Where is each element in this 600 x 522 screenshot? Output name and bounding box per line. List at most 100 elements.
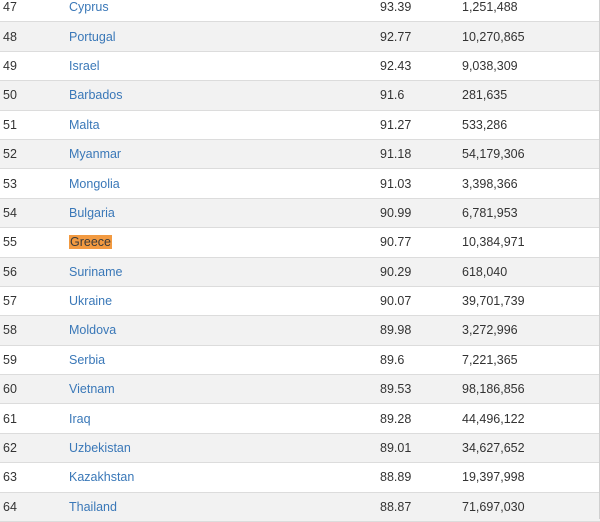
rank-cell: 59 — [3, 352, 17, 367]
country-link[interactable]: Bulgaria — [69, 205, 115, 220]
country-link[interactable]: Vietnam — [69, 382, 115, 397]
score-cell: 90.99 — [380, 205, 412, 220]
population-cell: 44,496,122 — [462, 411, 525, 426]
country-link[interactable]: Barbados — [69, 88, 123, 103]
score-cell: 89.98 — [380, 323, 412, 338]
population-cell: 71,697,030 — [462, 499, 525, 514]
country-link-cell: Bulgaria — [69, 206, 380, 220]
country-link[interactable]: Moldova — [69, 323, 117, 338]
population-cell: 39,701,739 — [462, 294, 525, 309]
country-link-cell: Iraq — [69, 412, 380, 426]
rank-cell: 57 — [3, 294, 17, 309]
population-cell: 7,221,365 — [462, 352, 518, 367]
country-link-cell: Ukraine — [69, 294, 380, 308]
rank-cell: 63 — [3, 470, 17, 485]
score-cell: 90.29 — [380, 264, 412, 279]
table-row: 58 Moldova 89.98 3,272,996 — [0, 316, 600, 346]
country-link[interactable]: Israel — [69, 58, 100, 73]
population-cell: 9,038,309 — [462, 58, 518, 73]
country-link[interactable]: Suriname — [69, 264, 123, 279]
score-cell: 89.6 — [380, 352, 405, 367]
population-cell: 3,398,366 — [462, 176, 518, 191]
population-cell: 3,272,996 — [462, 323, 518, 338]
country-link-cell: Vietnam — [69, 382, 380, 396]
score-cell: 92.43 — [380, 58, 412, 73]
table-row: 49 Israel 92.43 9,038,309 — [0, 52, 600, 82]
rank-cell: 62 — [3, 441, 17, 456]
score-cell: 93.39 — [380, 0, 412, 15]
rank-cell: 51 — [3, 117, 17, 132]
rank-cell: 64 — [3, 499, 17, 514]
rank-cell: 58 — [3, 323, 17, 338]
rank-cell: 56 — [3, 264, 17, 279]
population-cell: 533,286 — [462, 117, 508, 132]
country-link[interactable]: Portugal — [69, 29, 116, 44]
rank-cell: 53 — [3, 176, 17, 191]
country-link-cell: Portugal — [69, 30, 380, 44]
score-cell: 89.01 — [380, 441, 412, 456]
country-link-cell: Israel — [69, 59, 380, 73]
table-row: 61 Iraq 89.28 44,496,122 — [0, 404, 600, 434]
country-link-cell: Cyprus — [69, 0, 380, 14]
country-link-cell: Greece — [69, 235, 380, 250]
population-cell: 6,781,953 — [462, 205, 518, 220]
table-row: 59 Serbia 89.6 7,221,365 — [0, 346, 600, 376]
score-cell: 88.87 — [380, 499, 412, 514]
country-link[interactable]: Serbia — [69, 352, 106, 367]
table-row: 54 Bulgaria 90.99 6,781,953 — [0, 198, 600, 229]
country-link[interactable]: Myanmar — [69, 147, 122, 162]
country-link[interactable]: Ukraine — [69, 294, 113, 309]
country-link[interactable]: Uzbekistan — [69, 441, 131, 456]
table-row: 50 Barbados 91.6 281,635 — [0, 81, 600, 111]
score-cell: 90.77 — [380, 235, 412, 250]
table-row: 62 Uzbekistan 89.01 34,627,652 — [0, 433, 600, 464]
country-link[interactable]: Cyprus — [69, 0, 109, 15]
rank-cell: 55 — [3, 235, 17, 250]
country-link-cell: Myanmar — [69, 147, 380, 161]
score-cell: 88.89 — [380, 470, 412, 485]
population-cell: 10,270,865 — [462, 29, 525, 44]
rank-cell: 54 — [3, 205, 17, 220]
score-cell: 90.07 — [380, 294, 412, 309]
score-cell: 91.6 — [380, 88, 405, 103]
table-row: 64 Thailand 88.87 71,697,030 — [0, 492, 600, 522]
country-link-cell: Suriname — [69, 265, 380, 279]
country-link[interactable]: Thailand — [69, 499, 117, 514]
country-link[interactable]: Malta — [69, 117, 100, 132]
country-link-highlighted[interactable]: Greece — [69, 235, 112, 250]
population-cell: 19,397,998 — [462, 470, 525, 485]
table-row: 63 Kazakhstan 88.89 19,397,998 — [0, 463, 600, 493]
population-cell: 1,251,488 — [462, 0, 518, 15]
country-link[interactable]: Kazakhstan — [69, 470, 135, 485]
country-link[interactable]: Mongolia — [69, 176, 120, 191]
country-link-cell: Kazakhstan — [69, 470, 380, 484]
table-row: 47 Cyprus 93.39 1,251,488 — [0, 0, 600, 23]
rank-cell: 60 — [3, 382, 17, 397]
table-row: 53 Mongolia 91.03 3,398,366 — [0, 169, 600, 199]
rank-cell: 50 — [3, 88, 17, 103]
population-cell: 10,384,971 — [462, 235, 525, 250]
country-link-cell: Moldova — [69, 323, 380, 337]
score-cell: 92.77 — [380, 29, 412, 44]
country-link-cell: Barbados — [69, 88, 380, 102]
table-row: 51 Malta 91.27 533,286 — [0, 111, 600, 140]
country-link-cell: Uzbekistan — [69, 441, 380, 455]
table-row: 56 Suriname 90.29 618,040 — [0, 257, 600, 287]
score-cell: 89.53 — [380, 382, 412, 397]
table-row: 60 Vietnam 89.53 98,186,856 — [0, 375, 600, 405]
rank-cell: 61 — [3, 411, 17, 426]
population-cell: 281,635 — [462, 88, 508, 103]
table-row: 52 Myanmar 91.18 54,179,306 — [0, 139, 600, 170]
rank-cell: 48 — [3, 29, 17, 44]
country-link-cell: Thailand — [69, 500, 380, 514]
country-link[interactable]: Iraq — [69, 411, 91, 426]
table-row: 48 Portugal 92.77 10,270,865 — [0, 22, 600, 52]
table-row: 57 Ukraine 90.07 39,701,739 — [0, 287, 600, 317]
score-cell: 89.28 — [380, 411, 412, 426]
table-row: 55 Greece 90.77 10,384,971 — [0, 228, 600, 258]
rank-cell: 49 — [3, 58, 17, 73]
rank-cell: 47 — [3, 0, 17, 15]
population-cell: 54,179,306 — [462, 147, 525, 162]
score-cell: 91.18 — [380, 147, 412, 162]
